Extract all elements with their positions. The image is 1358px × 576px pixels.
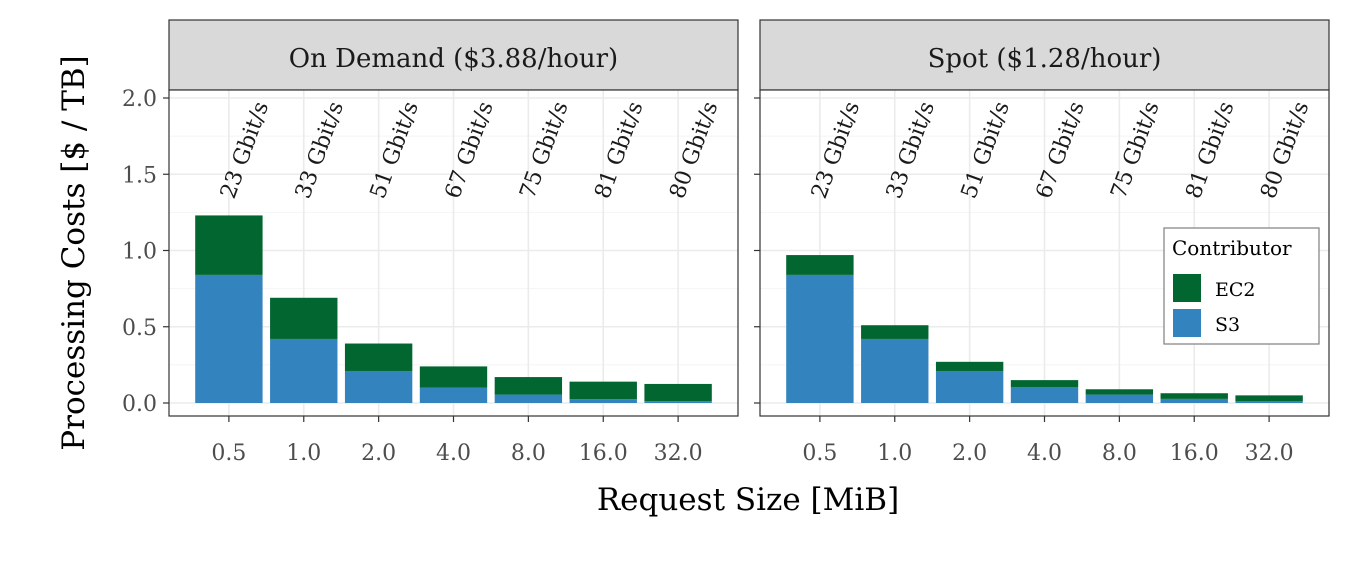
facet-panel-0: On Demand ($3.88/hour)23 Gbit/s 33 Gbit/s… <box>122 19 739 466</box>
bar-ec2 <box>1235 395 1303 402</box>
bar-ec2 <box>494 377 563 395</box>
x-tick-label: 32.0 <box>1245 441 1294 466</box>
x-tick-label: 2.0 <box>952 441 987 466</box>
bar-s3 <box>569 399 637 403</box>
y-axis-title: Processing Costs [$ / TB] <box>56 55 92 450</box>
x-tick-label: 32.0 <box>654 441 703 466</box>
facet-strip <box>168 19 739 91</box>
bar-ec2 <box>786 255 854 275</box>
y-tick-label: 1.5 <box>122 163 157 188</box>
bar-s3 <box>1010 386 1079 403</box>
y-tick-label: 0.5 <box>122 316 157 341</box>
x-tick-label: 8.0 <box>1102 441 1137 466</box>
bar-ec2 <box>195 215 263 275</box>
legend-swatch-ec2 <box>1173 274 1201 302</box>
bar-s3 <box>935 370 1004 403</box>
bar-s3 <box>344 370 413 403</box>
bar-s3 <box>1235 401 1303 403</box>
bar-ec2 <box>419 366 488 388</box>
bar-s3 <box>644 401 712 403</box>
x-tick-label: 1.0 <box>286 441 321 466</box>
bar-s3 <box>1085 394 1154 403</box>
facet-title: On Demand ($3.88/hour) <box>289 44 618 74</box>
bar-s3 <box>419 387 488 403</box>
legend: Contributor EC2 S3 <box>1163 227 1320 345</box>
x-tick-label: 16.0 <box>1170 441 1219 466</box>
facet-panel-1: Spot ($1.28/hour)23 Gbit/s 33 Gbit/s 51 Gb… <box>754 19 1330 466</box>
bar-ec2 <box>344 343 413 371</box>
bar-ec2 <box>1085 389 1154 395</box>
legend-title: Contributor <box>1172 236 1292 260</box>
bar-ec2 <box>935 361 1004 371</box>
x-tick-label: 2.0 <box>361 441 396 466</box>
x-tick-label: 8.0 <box>511 441 546 466</box>
y-tick-label: 0.0 <box>122 392 157 417</box>
bar-s3 <box>786 274 854 403</box>
facet-strip <box>759 19 1330 91</box>
x-tick-label: 0.5 <box>211 441 246 466</box>
facet-title: Spot ($1.28/hour) <box>928 44 1162 74</box>
legend-label-s3: S3 <box>1215 314 1240 336</box>
bar-ec2 <box>270 297 338 339</box>
legend-swatch-s3 <box>1173 309 1201 337</box>
x-tick-label: 1.0 <box>877 441 912 466</box>
bar-s3 <box>494 394 563 403</box>
y-tick-label: 2.0 <box>122 87 157 112</box>
bar-ec2 <box>1010 380 1079 387</box>
x-tick-label: 4.0 <box>1027 441 1062 466</box>
x-axis-title: Request Size [MiB] <box>597 482 899 518</box>
bar-ec2 <box>861 325 929 339</box>
bar-ec2 <box>1160 393 1228 399</box>
bar-s3 <box>861 338 929 403</box>
y-tick-label: 1.0 <box>122 240 157 265</box>
x-tick-label: 16.0 <box>579 441 628 466</box>
bar-s3 <box>195 274 263 403</box>
legend-label-ec2: EC2 <box>1215 279 1256 301</box>
x-tick-label: 0.5 <box>802 441 837 466</box>
x-tick-label: 4.0 <box>436 441 471 466</box>
bar-ec2 <box>644 383 712 402</box>
bar-s3 <box>270 338 338 403</box>
bar-ec2 <box>569 381 637 400</box>
bar-s3 <box>1160 398 1228 403</box>
